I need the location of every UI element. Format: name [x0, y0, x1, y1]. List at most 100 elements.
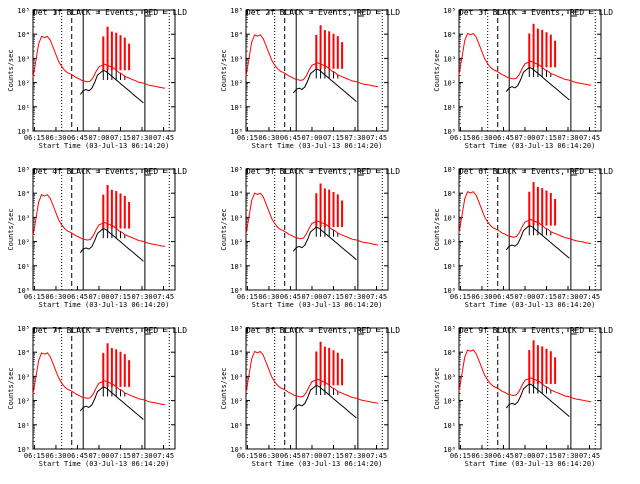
x-tick-label: 07:45: [579, 293, 600, 301]
y-tick-label: 10⁴: [17, 349, 30, 357]
x-tick-label: 07:00: [88, 452, 109, 460]
x-tick-label: 07:00: [301, 452, 322, 460]
x-tick-label: 06:15: [24, 134, 45, 142]
x-tick-label: 07:30: [344, 452, 365, 460]
plot-frame: [458, 168, 602, 291]
y-tick-label: 10⁴: [230, 190, 243, 198]
x-tick-label: 07:00: [301, 293, 322, 301]
lld-line: [245, 34, 379, 88]
x-tick-label: 07:45: [579, 134, 600, 142]
x-axis-label: Start Time (03-Jul-13 06:14:20): [252, 142, 383, 150]
lld-line: [245, 350, 379, 404]
panel-title: Det 3f BLACK = Events, RED = LLD: [459, 8, 613, 17]
detector-panel-3f: Det 3f BLACK = Events, RED = LLD 10⁰ 10¹ 10…: [433, 7, 613, 150]
y-tick-label: 10⁰: [230, 446, 243, 454]
x-axis-label: Start Time (03-Jul-13 06:14:20): [465, 460, 596, 468]
x-tick-label: 06:15: [450, 293, 471, 301]
y-axis-label: Counts/sec: [7, 208, 15, 250]
lld-line: [32, 194, 166, 247]
panel-title: Det 7f BLACK = Events, RED = LLD: [33, 326, 187, 335]
y-tick-label: 10¹: [443, 263, 456, 271]
y-tick-label: 10⁰: [443, 446, 456, 454]
marker-bracket: [357, 11, 364, 17]
y-tick-label: 10⁵: [443, 7, 456, 15]
x-tick-label: 07:30: [131, 452, 152, 460]
y-tick-label: 10²: [443, 80, 456, 88]
x-tick-label: 07:30: [344, 134, 365, 142]
y-axis-label: Counts/sec: [220, 208, 228, 250]
lld-line: [32, 352, 166, 406]
detector-panel-5f: Det 5f BLACK = Events, RED = LLD 10⁰ 10¹ 10…: [220, 166, 400, 309]
plot-frame: [32, 168, 176, 291]
x-tick-label: 07:00: [88, 134, 109, 142]
y-tick-label: 10⁵: [17, 166, 30, 174]
y-axis-label: Counts/sec: [220, 367, 228, 409]
y-tick-label: 10⁰: [443, 128, 456, 136]
x-tick-label: 07:15: [536, 452, 557, 460]
detector-panel-4f: Det 4f BLACK = Events, RED = LLD 10⁰ 10¹ 10…: [7, 166, 187, 309]
x-tick-label: 07:45: [153, 293, 174, 301]
x-tick-label: 06:30: [45, 293, 66, 301]
x-tick-label: 07:30: [557, 134, 578, 142]
y-tick-label: 10³: [17, 55, 30, 63]
y-tick-label: 10⁵: [443, 166, 456, 174]
x-tick-label: 06:15: [450, 134, 471, 142]
y-tick-label: 10¹: [17, 263, 30, 271]
y-tick-label: 10⁴: [230, 31, 243, 39]
plot-frame: [458, 327, 602, 450]
y-tick-label: 10¹: [17, 104, 30, 112]
x-tick-label: 07:30: [131, 134, 152, 142]
y-tick-label: 10²: [17, 398, 30, 406]
panel-title: Det 5f BLACK = Events, RED = LLD: [246, 167, 400, 176]
x-tick-label: 06:45: [493, 293, 514, 301]
x-tick-label: 06:30: [471, 293, 492, 301]
y-axis-label: Counts/sec: [433, 367, 441, 409]
x-tick-label: 07:00: [301, 134, 322, 142]
y-tick-label: 10²: [443, 239, 456, 247]
y-tick-label: 10⁵: [17, 325, 30, 333]
x-tick-label: 06:15: [24, 293, 45, 301]
x-tick-label: 07:15: [110, 293, 131, 301]
detector-panel-6f: Det 6f BLACK = Events, RED = LLD 10⁰ 10¹ 10…: [433, 166, 613, 309]
plot-frame: [245, 9, 389, 132]
x-tick-label: 06:15: [237, 452, 258, 460]
lld-line: [245, 192, 379, 246]
x-axis-label: Start Time (03-Jul-13 06:14:20): [252, 301, 383, 309]
x-tick-label: 06:30: [45, 452, 66, 460]
y-tick-label: 10¹: [230, 104, 243, 112]
x-tick-label: 07:15: [110, 452, 131, 460]
y-tick-label: 10⁰: [443, 287, 456, 295]
x-axis-label: Start Time (03-Jul-13 06:14:20): [465, 301, 596, 309]
x-tick-label: 07:00: [514, 452, 535, 460]
lld-line: [32, 35, 166, 89]
y-tick-label: 10¹: [17, 422, 30, 430]
plot-frame: [458, 9, 602, 132]
x-tick-label: 06:15: [237, 293, 258, 301]
panel-title: Det 6f BLACK = Events, RED = LLD: [459, 167, 613, 176]
x-tick-label: 06:30: [471, 452, 492, 460]
panel-title: Det 9f BLACK = Events, RED = LLD: [459, 326, 613, 335]
panel-title: Det 8f BLACK = Events, RED = LLD: [246, 326, 400, 335]
marker-bracket: [144, 11, 151, 17]
y-tick-label: 10¹: [230, 422, 243, 430]
x-tick-label: 06:15: [237, 134, 258, 142]
y-tick-label: 10⁴: [230, 349, 243, 357]
y-tick-label: 10⁰: [230, 128, 243, 136]
x-tick-label: 06:45: [67, 134, 88, 142]
x-tick-label: 06:45: [280, 452, 301, 460]
x-tick-label: 07:00: [514, 293, 535, 301]
x-tick-label: 06:45: [493, 452, 514, 460]
y-tick-label: 10³: [443, 214, 456, 222]
y-tick-label: 10³: [443, 55, 456, 63]
y-tick-label: 10⁵: [230, 166, 243, 174]
plot-frame: [245, 168, 389, 291]
x-tick-label: 07:30: [344, 293, 365, 301]
x-tick-label: 07:45: [579, 452, 600, 460]
y-tick-label: 10⁰: [17, 128, 30, 136]
lld-line: [458, 191, 592, 244]
y-tick-label: 10²: [230, 239, 243, 247]
x-tick-label: 07:45: [366, 452, 387, 460]
lld-line: [458, 349, 592, 403]
y-tick-label: 10⁵: [17, 7, 30, 15]
y-tick-label: 10⁰: [230, 287, 243, 295]
